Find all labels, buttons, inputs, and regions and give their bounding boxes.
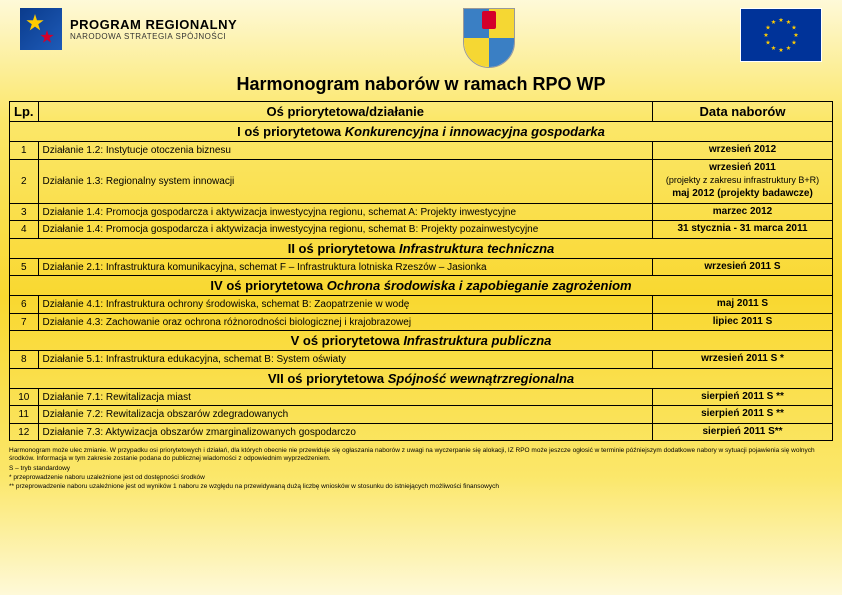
row-date: sierpień 2011 S**: [653, 423, 833, 441]
row-action: Działanie 1.4: Promocja gospodarcza i ak…: [38, 221, 653, 239]
row-action: Działanie 1.3: Regionalny system innowac…: [38, 159, 653, 203]
row-date: maj 2011 S: [653, 296, 833, 314]
section-heading: II oś priorytetowa Infrastruktura techni…: [10, 238, 833, 258]
row-date: lipiec 2011 S: [653, 313, 833, 331]
row-action: Działanie 7.3: Aktywizacja obszarów zmar…: [38, 423, 653, 441]
program-logo-icon: [20, 8, 62, 50]
page-title: Harmonogram naborów w ramach RPO WP: [0, 74, 842, 95]
program-logo-text: PROGRAM REGIONALNY NARODOWA STRATEGIA SP…: [70, 17, 237, 41]
section-heading: VII oś priorytetowa Spójność wewnątrzreg…: [10, 368, 833, 388]
col-header-date: Data naborów: [653, 102, 833, 122]
schedule-table: Lp.Oś priorytetowa/działanieData naborów…: [9, 101, 833, 441]
row-lp: 12: [10, 423, 39, 441]
col-header-action: Oś priorytetowa/działanie: [38, 102, 653, 122]
row-lp: 7: [10, 313, 39, 331]
col-header-lp: Lp.: [10, 102, 39, 122]
row-action: Działanie 1.4: Promocja gospodarcza i ak…: [38, 203, 653, 221]
footnote-line: * przeprowadzenie naboru uzależnione jes…: [9, 474, 833, 482]
regional-crest-icon: [463, 8, 515, 68]
row-action: Działanie 4.3: Zachowanie oraz ochrona r…: [38, 313, 653, 331]
program-subtitle: NARODOWA STRATEGIA SPÓJNOŚCI: [70, 32, 237, 41]
footnote-line: ** przeprowadzenie naboru uzależnione je…: [9, 483, 833, 491]
footnotes: Harmonogram może ulec zmianie. W przypad…: [9, 447, 833, 491]
row-date: wrzesień 2011(projekty z zakresu infrast…: [653, 159, 833, 203]
row-lp: 2: [10, 159, 39, 203]
row-lp: 8: [10, 351, 39, 369]
row-action: Działanie 1.2: Instytucje otoczenia bizn…: [38, 142, 653, 160]
row-action: Działanie 7.1: Rewitalizacja miast: [38, 388, 653, 406]
row-lp: 5: [10, 258, 39, 276]
row-action: Działanie 2.1: Infrastruktura komunikacy…: [38, 258, 653, 276]
row-action: Działanie 7.2: Rewitalizacja obszarów zd…: [38, 406, 653, 424]
row-date: sierpień 2011 S **: [653, 406, 833, 424]
row-lp: 4: [10, 221, 39, 239]
section-heading: I oś priorytetowa Konkurencyjna i innowa…: [10, 122, 833, 142]
row-date: sierpień 2011 S **: [653, 388, 833, 406]
row-date: marzec 2012: [653, 203, 833, 221]
row-date: 31 stycznia - 31 marca 2011: [653, 221, 833, 239]
section-heading: IV oś priorytetowa Ochrona środowiska i …: [10, 276, 833, 296]
row-lp: 10: [10, 388, 39, 406]
footnote-line: S – tryb standardowy: [9, 465, 833, 473]
row-date: wrzesień 2011 S *: [653, 351, 833, 369]
row-lp: 1: [10, 142, 39, 160]
header: PROGRAM REGIONALNY NARODOWA STRATEGIA SP…: [0, 0, 842, 70]
eu-flag-icon: [740, 8, 822, 62]
program-logo-block: PROGRAM REGIONALNY NARODOWA STRATEGIA SP…: [20, 8, 237, 50]
row-lp: 11: [10, 406, 39, 424]
section-heading: V oś priorytetowa Infrastruktura publicz…: [10, 331, 833, 351]
row-date: wrzesień 2011 S: [653, 258, 833, 276]
row-lp: 6: [10, 296, 39, 314]
row-action: Działanie 4.1: Infrastruktura ochrony śr…: [38, 296, 653, 314]
row-date: wrzesień 2012: [653, 142, 833, 160]
row-lp: 3: [10, 203, 39, 221]
row-action: Działanie 5.1: Infrastruktura edukacyjna…: [38, 351, 653, 369]
program-title: PROGRAM REGIONALNY: [70, 17, 237, 32]
footnote-line: Harmonogram może ulec zmianie. W przypad…: [9, 447, 833, 463]
